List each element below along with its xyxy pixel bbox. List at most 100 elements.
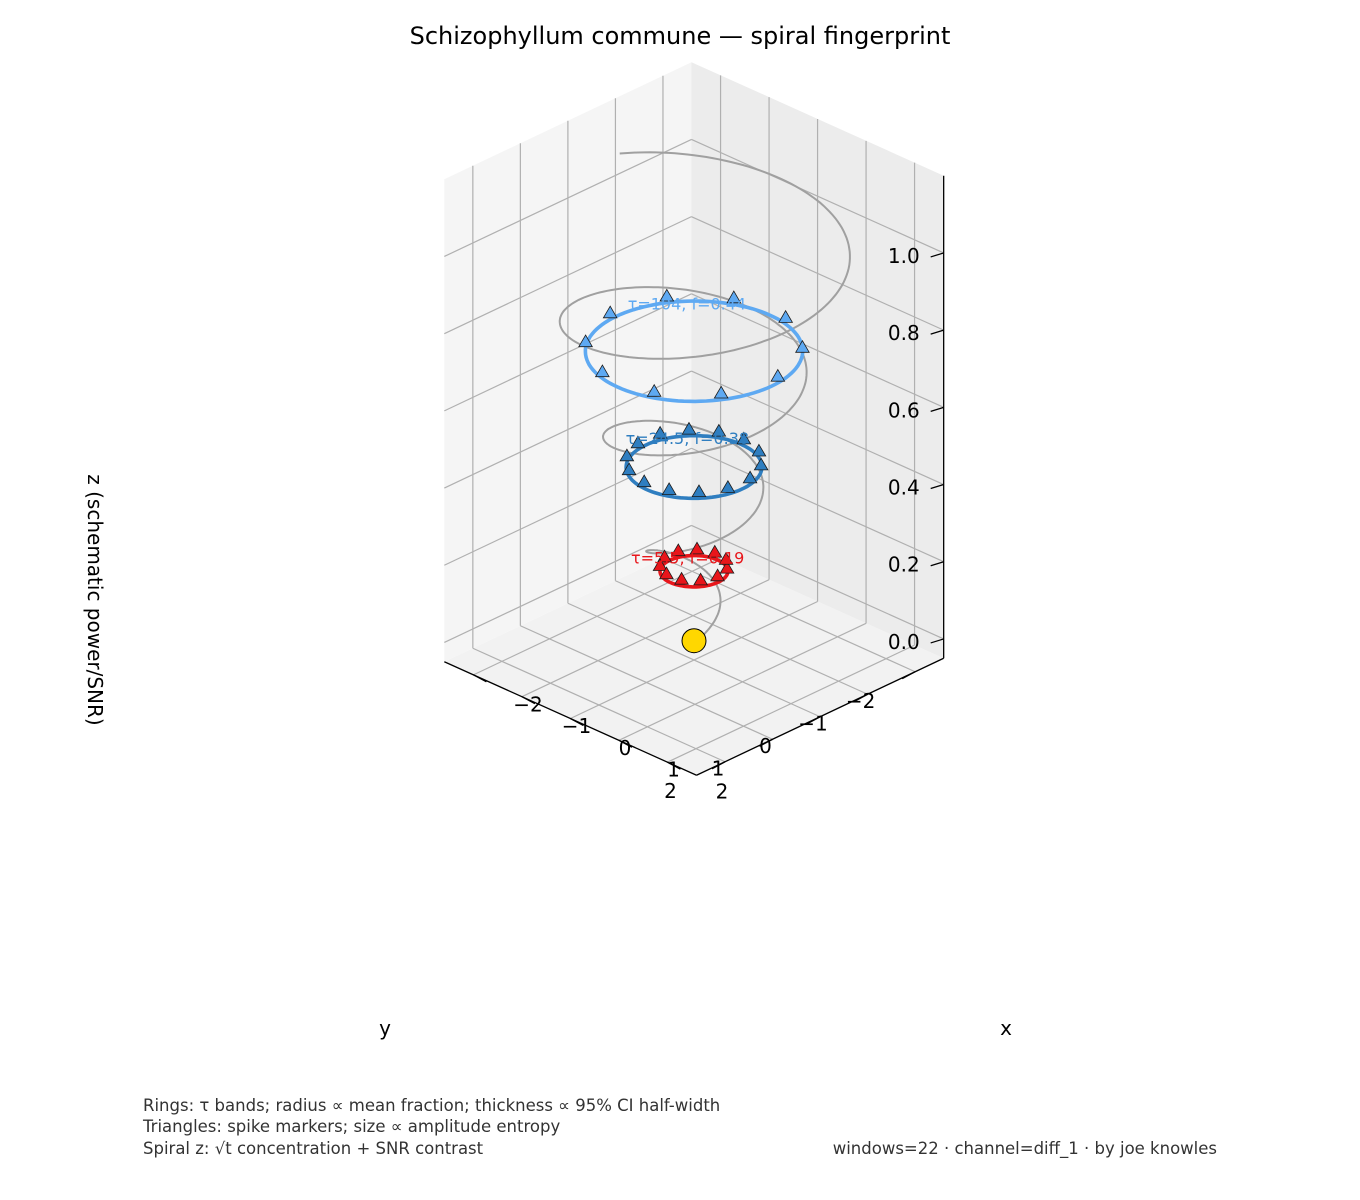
spike-marker bbox=[657, 549, 672, 563]
spike-marker bbox=[646, 383, 662, 397]
x-tick-label-mark bbox=[667, 761, 681, 770]
spike-marker bbox=[691, 484, 707, 498]
x-axis-label: x bbox=[1000, 1016, 1012, 1040]
z-tick-mark bbox=[930, 561, 944, 567]
spike-marker bbox=[636, 474, 652, 488]
grid-wall-z bbox=[691, 216, 944, 331]
x-tick-label-mark bbox=[473, 674, 487, 683]
origin-marker bbox=[681, 628, 707, 654]
footer-line-3: Spiral z: √t concentration + SNR contras… bbox=[143, 1139, 484, 1158]
x-tick-label: 2 bbox=[716, 780, 729, 804]
z-tick-mark bbox=[930, 638, 944, 644]
grid-floor-y bbox=[618, 622, 867, 741]
spike-marker bbox=[736, 431, 752, 445]
x-tick-label: −1 bbox=[562, 714, 591, 738]
grid-wall-z bbox=[444, 216, 692, 335]
ring-label: τ=104, f=0.44 bbox=[628, 295, 746, 314]
spike-marker bbox=[681, 421, 697, 435]
x-tick-label: −2 bbox=[513, 692, 542, 716]
spike-marker bbox=[670, 543, 686, 557]
y-tick-label: 0 bbox=[759, 734, 772, 758]
footer-right: windows=22 · channel=diff_1 · by joe kno… bbox=[833, 1139, 1217, 1159]
ring-label: τ=24.5, f=0.38 bbox=[626, 429, 750, 448]
spike-marker bbox=[718, 551, 734, 565]
grid-wall-z bbox=[691, 370, 944, 486]
y-tick-label: −1 bbox=[798, 712, 827, 736]
axis-lines bbox=[444, 175, 945, 776]
grid-wall-z bbox=[691, 293, 944, 408]
footer-line-2: Triangles: spike markers; size ∝ amplitu… bbox=[142, 1117, 560, 1136]
axes-panes bbox=[444, 62, 944, 776]
spike-marker bbox=[652, 425, 668, 439]
tau-ring-3 bbox=[583, 299, 805, 404]
spike-marker bbox=[711, 423, 727, 437]
z-tick-label: 0.4 bbox=[888, 476, 920, 500]
y-tick-label: 2 bbox=[664, 779, 677, 803]
grid-wall-z bbox=[444, 138, 692, 258]
z-tick-label: 0.0 bbox=[888, 630, 920, 654]
grid-floor-y bbox=[521, 579, 770, 698]
spike-marker bbox=[753, 457, 769, 471]
z-tick-label: 0.8 bbox=[888, 321, 920, 345]
x-tick-label-mark bbox=[618, 739, 633, 748]
z-tick-label: 0.6 bbox=[888, 398, 920, 422]
spike-marker bbox=[713, 385, 729, 399]
spike-marker bbox=[674, 571, 689, 585]
spike-marker bbox=[602, 305, 618, 319]
z-tick-mark bbox=[930, 252, 944, 258]
z-tick-mark bbox=[930, 406, 944, 412]
y-tick-label-mark bbox=[854, 693, 868, 702]
ring-label: τ=5.5, f=0.19 bbox=[631, 549, 744, 568]
grid-wall-z bbox=[691, 138, 944, 254]
plot-area: τ=5.5, f=0.19 τ=24.5, f=0.38 τ=104, f=0.44 bbox=[558, 151, 851, 654]
z-axis-label: z (schematic power/SNR) bbox=[83, 474, 107, 725]
chart-title: Schizophyllum commune — spiral fingerpri… bbox=[410, 22, 951, 50]
y-tick-label-mark bbox=[901, 671, 916, 680]
x-tick-label-mark bbox=[570, 717, 584, 727]
z-tick-mark bbox=[930, 483, 944, 490]
spike-marker bbox=[659, 566, 674, 580]
z-tick-label: 0.2 bbox=[888, 553, 920, 577]
y-tick-label-mark bbox=[759, 738, 773, 747]
y-tick-label: −2 bbox=[846, 689, 875, 713]
y-tick-label-mark bbox=[711, 761, 726, 770]
y-axis-label: y bbox=[379, 1016, 391, 1040]
grid-wall-z bbox=[691, 447, 944, 563]
spike-marker bbox=[689, 541, 705, 555]
spike-marker bbox=[720, 480, 736, 493]
y-tick-label-mark bbox=[806, 716, 821, 725]
x-tick-label: 0 bbox=[619, 736, 632, 760]
spike-marker bbox=[693, 572, 709, 586]
z-tick-label: 1.0 bbox=[888, 244, 920, 268]
spike-marker bbox=[661, 482, 677, 496]
grid-lines bbox=[444, 75, 944, 763]
grid-wall-z bbox=[444, 447, 692, 566]
spike-marker bbox=[621, 462, 637, 476]
spike-marker bbox=[710, 568, 725, 582]
spike-marker bbox=[770, 368, 786, 382]
x-tick-label: 1 bbox=[667, 758, 680, 782]
spike-marker bbox=[726, 290, 742, 304]
spike-marker bbox=[619, 448, 635, 462]
grid-floor-y bbox=[667, 644, 915, 763]
spike-marker bbox=[707, 544, 723, 558]
spike-marker bbox=[594, 364, 610, 378]
spike-marker bbox=[742, 470, 758, 484]
grid-wall-z bbox=[691, 524, 944, 640]
y-tick-label: 1 bbox=[712, 757, 725, 781]
spike-marker bbox=[630, 435, 646, 449]
footer-line-1: Rings: τ bands; radius ∝ mean fraction; … bbox=[143, 1096, 720, 1115]
spike-marker bbox=[751, 443, 767, 457]
spike-marker bbox=[659, 288, 675, 302]
grid-floor-y bbox=[570, 600, 818, 720]
grid-wall-z bbox=[444, 524, 692, 644]
spike-marker bbox=[719, 560, 735, 574]
x-tick-label-mark bbox=[521, 696, 536, 705]
spike-marker bbox=[778, 309, 794, 323]
grid-wall-z bbox=[444, 370, 692, 489]
spike-marker bbox=[578, 334, 593, 348]
spike-marker bbox=[795, 339, 810, 353]
z-tick-mark bbox=[930, 329, 944, 335]
